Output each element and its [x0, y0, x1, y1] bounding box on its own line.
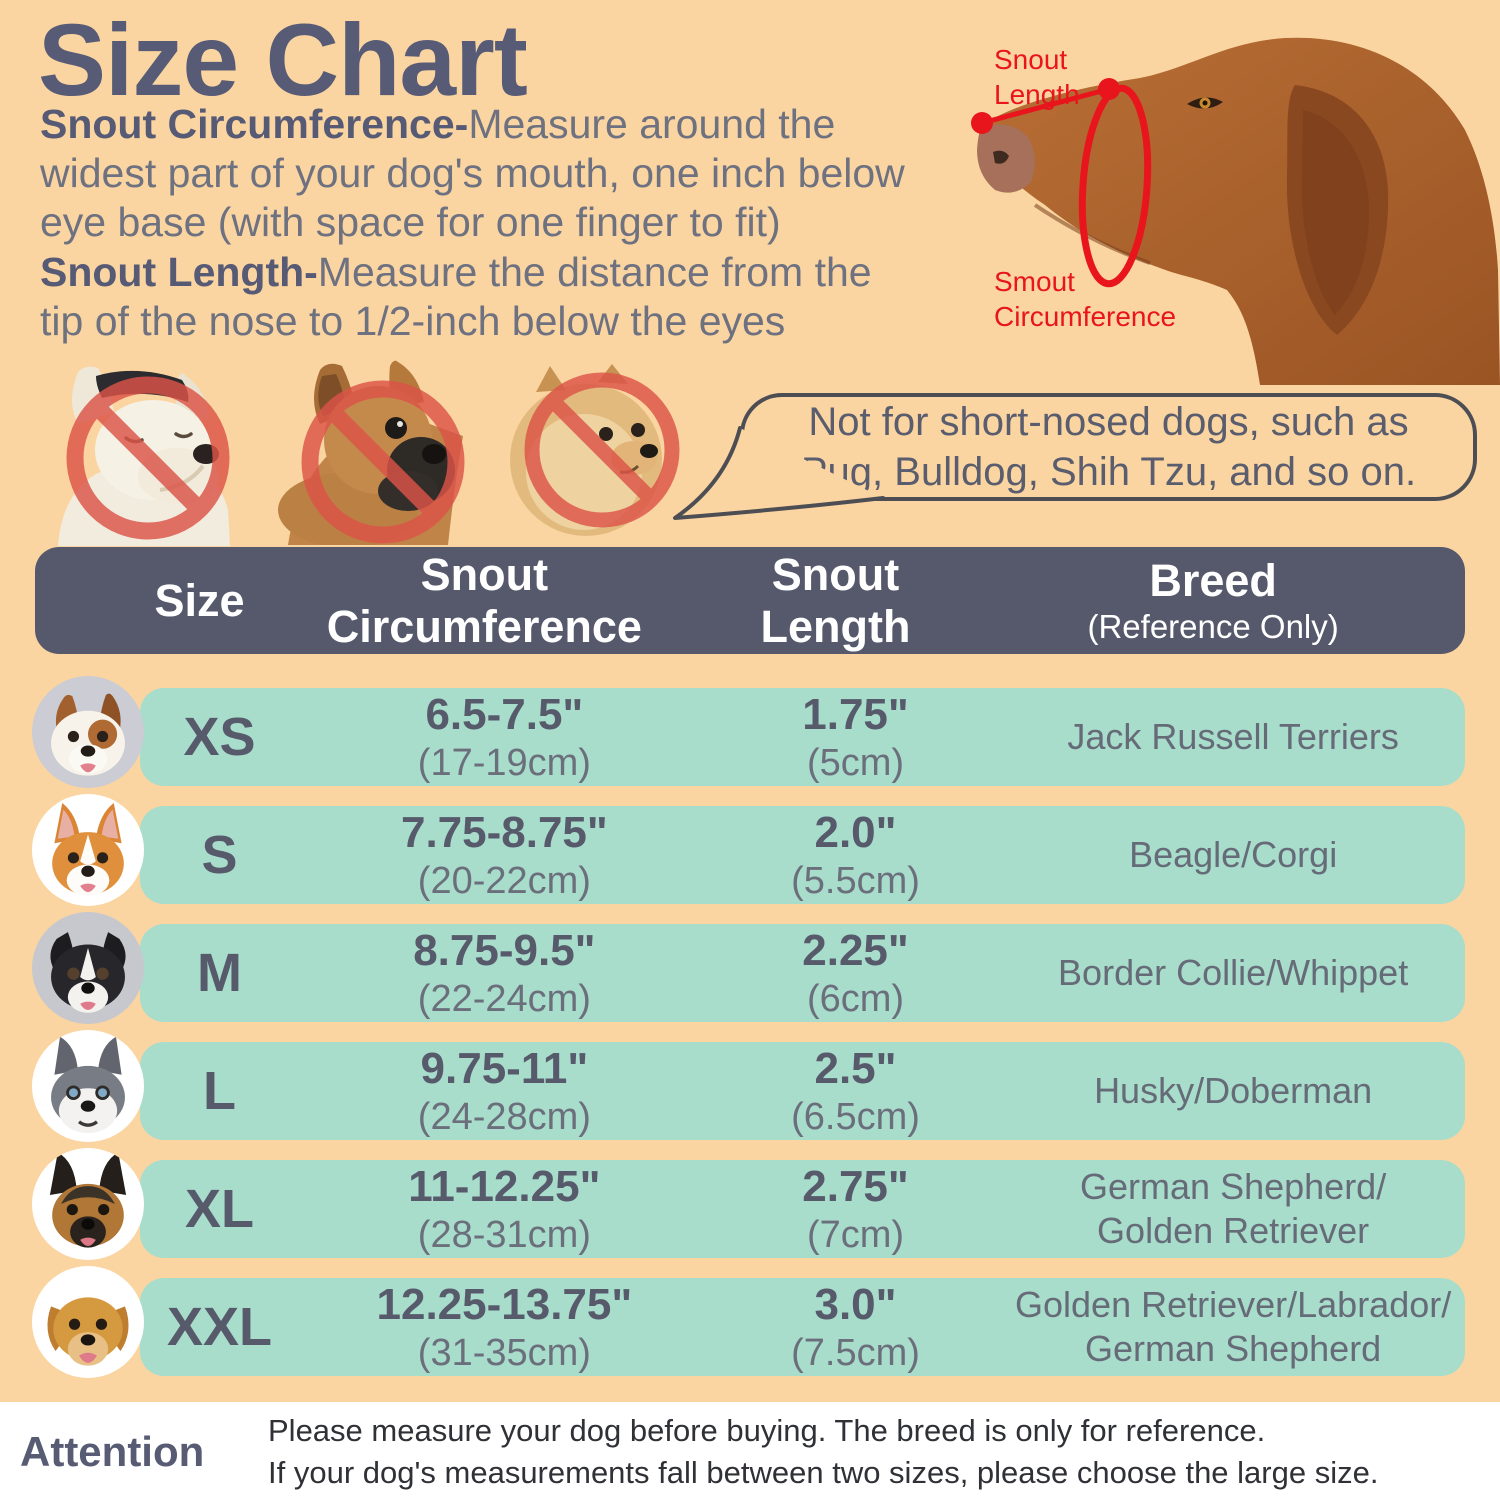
breed-value: Jack Russell Terriers [1067, 716, 1399, 757]
breed-value: German Shepherd/ [1080, 1166, 1387, 1207]
length-inches: 3.0" [814, 1279, 897, 1329]
instruction-line: eye base (with space for one finger to f… [40, 199, 781, 245]
table-row-xs: XS 6.5-7.5" (17-19cm) 1.75" (5cm) Jack R… [140, 688, 1465, 786]
attention-line: If your dog's measurements fall between … [268, 1455, 1379, 1490]
instruction-lead: Snout Length- [40, 249, 318, 295]
length-inches: 2.5" [814, 1043, 897, 1093]
length-cm: (6.5cm) [791, 1095, 920, 1138]
no-dog-pomeranian [510, 364, 680, 536]
circumference-cm: (20-22cm) [417, 859, 591, 902]
measurement-annotations [971, 78, 1152, 288]
warning-line: Pug, Bulldog, Shih Tzu, and so on. [800, 450, 1417, 494]
circumference-cm: (17-19cm) [417, 741, 591, 784]
length-inches: 2.25" [802, 925, 909, 975]
speech-bubble-tail [673, 426, 885, 520]
prohibition-icon [301, 380, 465, 544]
no-dog-french-bulldog-white [58, 366, 230, 546]
size-value: S [201, 825, 238, 885]
instruction-line: Snout Circumference-Measure around the [40, 100, 905, 149]
circumference-cm: (24-28cm) [417, 1095, 591, 1138]
attention-section: Attention Please measure your dog before… [0, 1402, 1500, 1496]
label-line: Length [994, 79, 1080, 110]
table-row-l: L 9.75-11" (24-28cm) 2.5" (6.5cm) Husky/… [140, 1042, 1465, 1140]
table-row-s: S 7.75-8.75" (20-22cm) 2.0" (5.5cm) Beag… [140, 806, 1465, 904]
measure-dot [971, 112, 993, 134]
instruction-snout-circumference: Snout Circumference-Measure around the w… [40, 100, 905, 247]
circumference-cm: (31-35cm) [417, 1331, 591, 1374]
table-header: Size Snout Circumference Snout Length Br… [35, 547, 1465, 654]
table-row-xl: XL 11-12.25" (28-31cm) 2.75" (7cm) Germa… [140, 1160, 1465, 1258]
breed-value: Border Collie/Whippet [1058, 952, 1409, 993]
size-value: XS [183, 707, 256, 767]
label-snout-length: Snout Length [994, 42, 1080, 112]
circumference-cm: (28-31cm) [417, 1213, 591, 1256]
length-cm: (7cm) [806, 1213, 905, 1256]
instruction-snout-length: Snout Length-Measure the distance from t… [40, 248, 872, 346]
circumference-inches: 12.25-13.75" [376, 1279, 633, 1329]
snout-circumference-ellipse [1078, 84, 1152, 288]
warning-bubble: Not for short-nosed dogs, such as Pug, B… [740, 393, 1477, 501]
instruction-text: Measure the distance from the [317, 249, 872, 295]
avatar-corgi [32, 794, 144, 906]
length-cm: (7.5cm) [791, 1331, 920, 1374]
instruction-text: Measure around the [468, 101, 836, 147]
label-line: Snout [994, 44, 1068, 75]
size-value: M [197, 943, 242, 1003]
label-line: Circumference [994, 301, 1177, 332]
instruction-line: tip of the nose to 1/2-inch below the ey… [40, 298, 786, 344]
attention-label: Attention [20, 1428, 205, 1475]
column-header-size: Size [154, 574, 245, 626]
avatar-husky [32, 1030, 144, 1142]
length-cm: (5.5cm) [791, 859, 920, 902]
warning-line: Not for short-nosed dogs, such as [808, 400, 1409, 444]
length-cm: (6cm) [806, 977, 905, 1020]
table-row-m: M 8.75-9.5" (22-24cm) 2.25" (6cm) Border… [140, 924, 1465, 1022]
attention-line: Please measure your dog before buying. T… [268, 1413, 1266, 1448]
snout-length-line [981, 86, 1110, 126]
circumference-inches: 7.75-8.75" [400, 807, 608, 857]
column-header-breed: Breed (Reference Only) [981, 555, 1445, 647]
page-title: Size Chart [38, 3, 528, 117]
size-value: XXL [166, 1297, 273, 1357]
avatar-jack-russell-terrier [32, 676, 144, 788]
instruction-line: widest part of your dog's mouth, one inc… [40, 150, 905, 196]
attention-text: Please measure your dog before buying. T… [268, 1410, 1378, 1494]
circumference-inches: 9.75-11" [420, 1043, 589, 1093]
avatar-german-shepherd [32, 1148, 144, 1260]
circumference-inches: 11-12.25" [408, 1161, 601, 1211]
dog-head-photo [971, 37, 1500, 385]
label-snout-circumference: Smout Circumference [994, 264, 1176, 334]
size-value: L [203, 1061, 236, 1121]
breed-value: Golden Retriever [1097, 1210, 1370, 1251]
breed-value: Golden Retriever/Labrador/ [1015, 1284, 1452, 1325]
breed-value: Beagle/Corgi [1129, 834, 1338, 875]
size-value: XL [184, 1179, 254, 1239]
instruction-line: Snout Length-Measure the distance from t… [40, 248, 872, 297]
length-inches: 2.75" [802, 1161, 909, 1211]
circumference-cm: (22-24cm) [417, 977, 591, 1020]
length-inches: 2.0" [814, 807, 897, 857]
circumference-inches: 8.75-9.5" [413, 925, 596, 975]
vizsla-head-illustration [977, 37, 1500, 385]
label-line: Smout [994, 266, 1075, 297]
prohibition-icon [524, 372, 680, 528]
avatar-golden-retriever [32, 1266, 144, 1378]
instruction-lead: Snout Circumference- [40, 101, 469, 147]
length-cm: (5cm) [806, 741, 905, 784]
breed-value: Husky/Doberman [1094, 1070, 1373, 1111]
column-header-snout-length: Snout Length [760, 548, 911, 652]
breed-note: (Reference Only) [1087, 607, 1339, 645]
circumference-inches: 6.5-7.5" [425, 689, 584, 739]
breed-value: German Shepherd [1085, 1328, 1382, 1369]
length-inches: 1.75" [802, 689, 909, 739]
column-header-snout-circumference: Snout Circumference [326, 548, 642, 652]
avatar-border-collie [32, 912, 144, 1024]
prohibition-icon [66, 376, 230, 540]
table-row-xxl: XXL 12.25-13.75" (31-35cm) 3.0" (7.5cm) … [140, 1278, 1465, 1376]
no-dog-french-bulldog-tan [278, 360, 465, 545]
measure-dot [1098, 78, 1120, 100]
